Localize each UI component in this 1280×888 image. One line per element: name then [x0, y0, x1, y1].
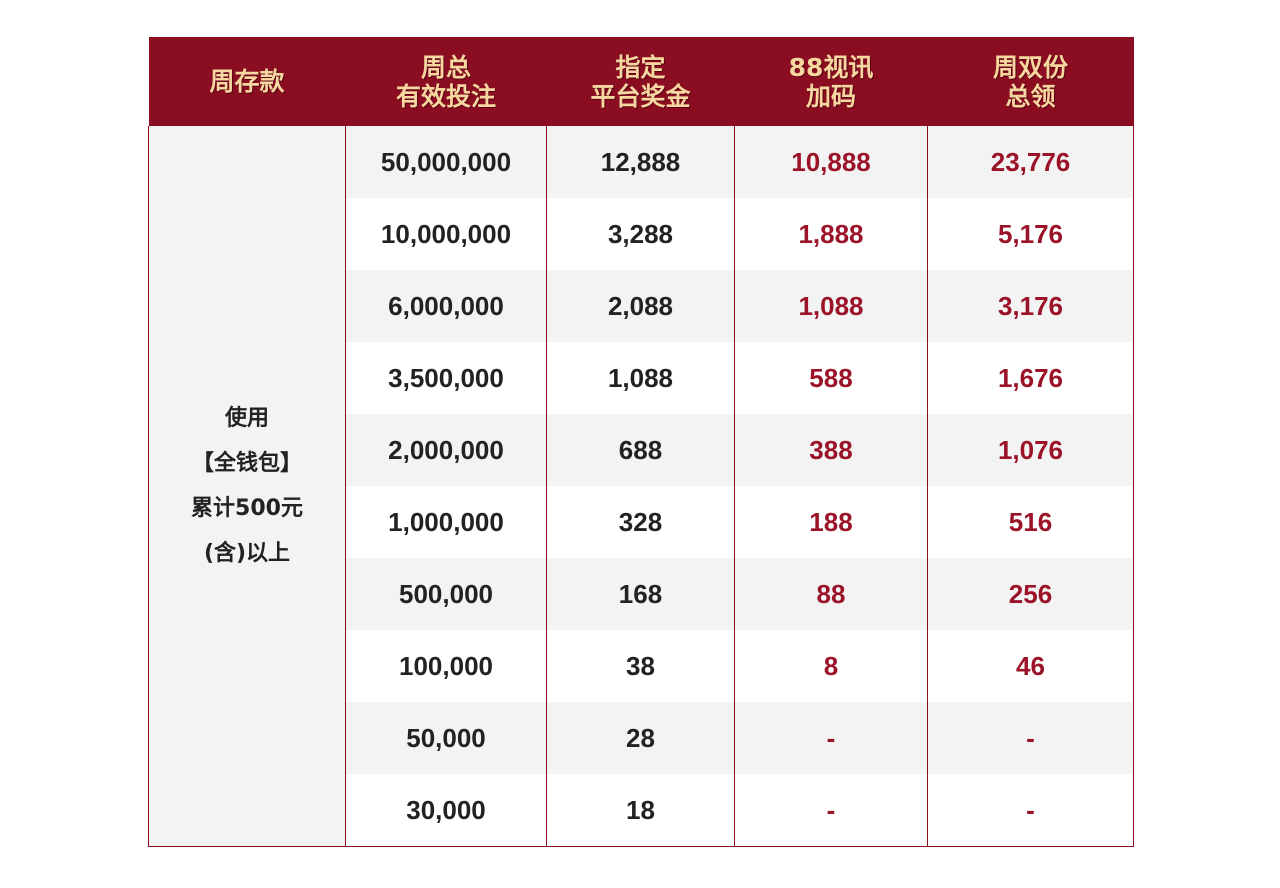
table-row: 500,000 168 88 256: [149, 558, 1134, 630]
cell-88-extra: 10,888: [734, 126, 928, 198]
cell-valid-bet: 50,000: [345, 702, 547, 774]
cell-valid-bet: 30,000: [345, 774, 547, 847]
cell-platform-bonus: 2,088: [546, 270, 735, 342]
cell-total: -: [927, 702, 1134, 774]
table-row: 30,000 18 - -: [149, 774, 1134, 847]
header-weekly-valid-bet: 周总 有效投注: [345, 37, 547, 126]
cell-88-extra: -: [734, 702, 928, 774]
cell-platform-bonus: 3,288: [546, 198, 735, 270]
cell-88-extra: 388: [734, 414, 928, 486]
cell-88-extra: 1,888: [734, 198, 928, 270]
table-row: 2,000,000 688 388 1,076: [149, 414, 1134, 486]
table-row: 1,000,000 328 188 516: [149, 486, 1134, 558]
bonus-table: 周存款 周总 有效投注 指定 平台奖金 88视讯 加码 周双份 总领: [148, 37, 1134, 847]
header-row: 周存款 周总 有效投注 指定 平台奖金 88视讯 加码 周双份 总领: [148, 37, 1134, 126]
bonus-table-container: 周存款 周总 有效投注 指定 平台奖金 88视讯 加码 周双份 总领: [148, 37, 1134, 853]
cell-total: 256: [927, 558, 1134, 630]
cell-platform-bonus: 12,888: [546, 126, 735, 198]
cell-valid-bet: 10,000,000: [345, 198, 547, 270]
cell-88-extra: 8: [734, 630, 928, 702]
cell-valid-bet: 1,000,000: [345, 486, 547, 558]
cell-platform-bonus: 1,088: [546, 342, 735, 414]
cell-valid-bet: 3,500,000: [345, 342, 547, 414]
cell-platform-bonus: 28: [546, 702, 735, 774]
cell-platform-bonus: 18: [546, 774, 735, 847]
cell-platform-bonus: 328: [546, 486, 735, 558]
cell-valid-bet: 500,000: [345, 558, 547, 630]
cell-total: -: [927, 774, 1134, 847]
cell-valid-bet: 2,000,000: [345, 414, 547, 486]
cell-total: 1,676: [927, 342, 1134, 414]
table-row: 50,000 28 - -: [149, 702, 1134, 774]
cell-total: 516: [927, 486, 1134, 558]
cell-valid-bet: 50,000,000: [345, 126, 547, 198]
cell-total: 3,176: [927, 270, 1134, 342]
cell-total: 23,776: [927, 126, 1134, 198]
table-row: 3,500,000 1,088 588 1,676: [149, 342, 1134, 414]
cell-88-extra: 88: [734, 558, 928, 630]
table-row: 100,000 38 8 46: [149, 630, 1134, 702]
cell-valid-bet: 100,000: [345, 630, 547, 702]
table-row: 使用 【全钱包】 累计500元 (含)以上 50,000,000 12,888 …: [148, 126, 1134, 847]
header-platform-bonus: 指定 平台奖金: [546, 37, 735, 126]
cell-total: 1,076: [927, 414, 1134, 486]
header-88-video-extra: 88视讯 加码: [734, 37, 928, 126]
cell-88-extra: 1,088: [734, 270, 928, 342]
header-weekly-double-total: 周双份 总领: [927, 37, 1134, 126]
cell-platform-bonus: 38: [546, 630, 735, 702]
cell-platform-bonus: 688: [546, 414, 735, 486]
table-row: 6,000,000 2,088 1,088 3,176: [149, 270, 1134, 342]
cell-88-extra: 188: [734, 486, 928, 558]
cell-88-extra: 588: [734, 342, 928, 414]
cell-total: 5,176: [927, 198, 1134, 270]
cell-total: 46: [927, 630, 1134, 702]
cell-platform-bonus: 168: [546, 558, 735, 630]
cell-88-extra: -: [734, 774, 928, 847]
deposit-condition-cell: 使用 【全钱包】 累计500元 (含)以上: [148, 126, 346, 847]
header-weekly-deposit: 周存款: [148, 37, 346, 126]
table-row: 10,000,000 3,288 1,888 5,176: [149, 198, 1134, 270]
cell-valid-bet: 6,000,000: [345, 270, 547, 342]
